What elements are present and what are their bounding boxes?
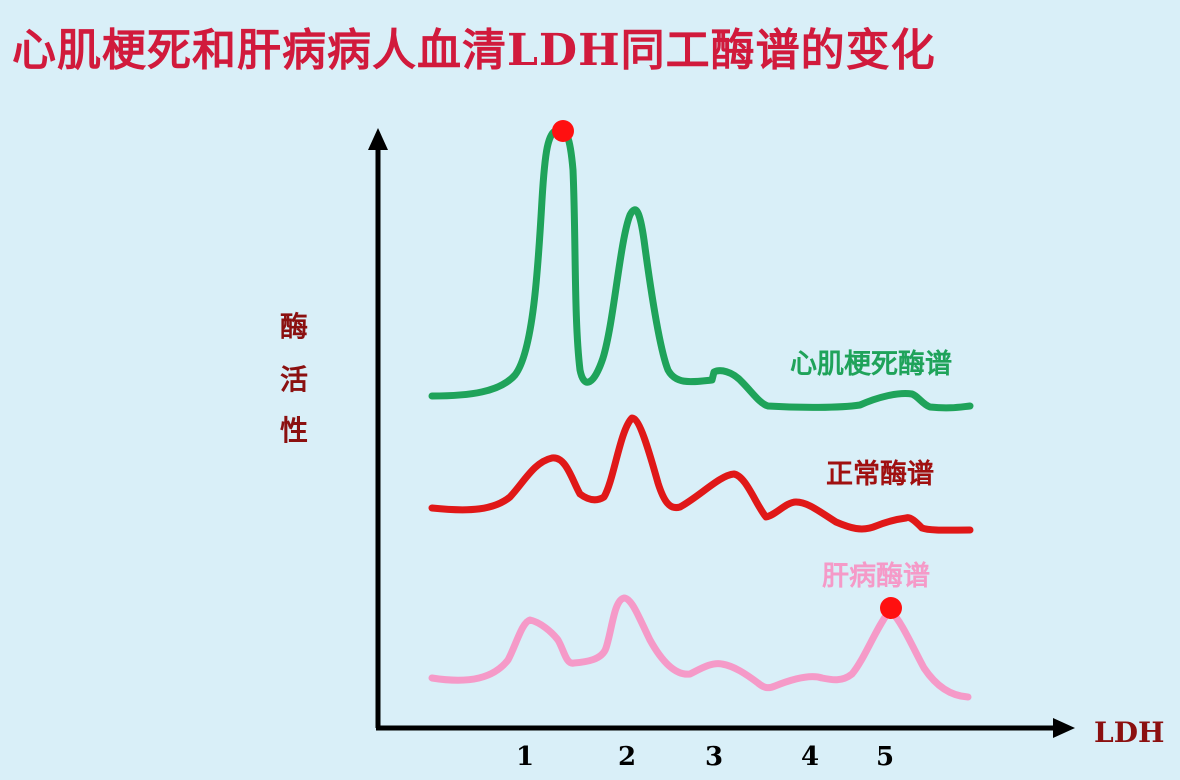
y-axis-label-char: 活 bbox=[280, 363, 308, 396]
normal-label: 正常酶谱 bbox=[826, 458, 934, 490]
x-axis-label: LDH bbox=[1094, 716, 1164, 749]
myocardial-infarction-curve bbox=[428, 126, 974, 412]
normal-curve bbox=[428, 414, 974, 534]
myocardial-infarction-label: 心肌梗死酶谱 bbox=[790, 348, 952, 380]
x-tick-label: 2 bbox=[618, 742, 636, 772]
x-tick-label: 4 bbox=[801, 742, 819, 772]
y-axis-arrow bbox=[368, 128, 388, 150]
x-tick-label: 1 bbox=[516, 742, 534, 772]
peak-marker bbox=[552, 120, 574, 142]
x-tick-label: 3 bbox=[705, 742, 723, 772]
liver-disease-curve bbox=[428, 594, 972, 701]
peak-marker bbox=[880, 597, 902, 619]
y-axis-label: 酶 活 性 bbox=[280, 310, 308, 447]
y-axis-label-char: 性 bbox=[280, 414, 308, 447]
page-title: 心肌梗死和肝病病人血清LDH同工酶谱的变化 bbox=[12, 25, 936, 76]
x-tick-label: 5 bbox=[876, 742, 894, 772]
axes bbox=[368, 128, 1075, 738]
x-axis-arrow bbox=[1053, 718, 1075, 738]
y-axis-label-char: 酶 bbox=[280, 310, 308, 343]
liver-disease-label: 肝病酶谱 bbox=[822, 560, 930, 592]
x-tick-labels: 1 2 3 4 5 bbox=[516, 742, 894, 772]
